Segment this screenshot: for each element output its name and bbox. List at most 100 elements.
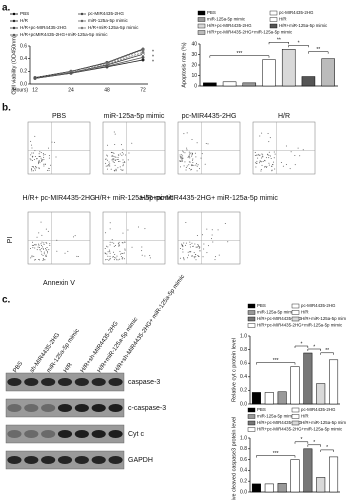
significance-bracket bbox=[294, 345, 309, 348]
event-dot bbox=[192, 161, 194, 163]
event-dot bbox=[117, 160, 119, 162]
blot-band bbox=[91, 404, 106, 412]
event-dot bbox=[43, 244, 45, 246]
event-dot bbox=[227, 241, 229, 243]
event-dot bbox=[290, 151, 292, 153]
event-dot bbox=[38, 159, 40, 161]
bar bbox=[329, 456, 339, 493]
event-dot bbox=[188, 254, 190, 256]
bar bbox=[290, 366, 300, 405]
event-dot bbox=[48, 249, 50, 251]
annotation: * bbox=[300, 341, 302, 347]
event-dot bbox=[34, 155, 36, 157]
event-dot bbox=[46, 247, 48, 249]
event-dot bbox=[108, 161, 110, 163]
event-dot bbox=[38, 232, 40, 234]
lane-label: sh-MIR4435-2HG bbox=[29, 332, 61, 374]
legend-label: H/R+miR-125a-5p mimic bbox=[301, 316, 346, 321]
blot-band bbox=[108, 456, 123, 464]
event-dot bbox=[111, 155, 113, 157]
event-dot bbox=[113, 245, 115, 247]
event-dot bbox=[47, 230, 49, 232]
significance-bracket bbox=[320, 352, 334, 355]
bar bbox=[251, 392, 261, 405]
event-dot bbox=[285, 145, 287, 147]
event-dot bbox=[43, 165, 45, 167]
event-dot bbox=[261, 161, 263, 163]
significance-bracket bbox=[294, 441, 309, 444]
event-dot bbox=[41, 241, 43, 243]
event-dot bbox=[127, 229, 129, 231]
bar bbox=[264, 483, 274, 493]
event-dot bbox=[261, 164, 263, 166]
event-dot bbox=[195, 164, 197, 166]
legend-swatch bbox=[291, 414, 300, 419]
event-dot bbox=[56, 239, 58, 241]
event-dot bbox=[257, 157, 259, 159]
event-dot bbox=[189, 251, 191, 253]
event-dot bbox=[107, 255, 109, 257]
legend-label: pc-MIR4435-2HG bbox=[301, 303, 336, 308]
annotation: * bbox=[152, 55, 154, 61]
significance-bracket bbox=[256, 362, 296, 365]
blot-band bbox=[74, 404, 89, 412]
y-tick-label: 0.4 bbox=[240, 468, 247, 474]
legend-swatch bbox=[247, 407, 256, 413]
event-dot bbox=[179, 257, 181, 259]
event-dot bbox=[39, 155, 41, 157]
event-dot bbox=[37, 246, 39, 248]
event-dot bbox=[113, 259, 115, 261]
event-dot bbox=[46, 251, 48, 253]
y-tick-label: 0.0 bbox=[240, 489, 247, 495]
event-dot bbox=[104, 252, 106, 254]
legend-swatch bbox=[197, 17, 206, 22]
event-dot bbox=[45, 254, 47, 256]
event-dot bbox=[192, 245, 194, 247]
event-dot bbox=[36, 249, 38, 251]
legend-marker bbox=[12, 12, 16, 16]
event-dot bbox=[214, 256, 216, 258]
event-dot bbox=[274, 153, 276, 155]
event-dot bbox=[191, 139, 193, 141]
event-dot bbox=[48, 168, 50, 170]
event-dot bbox=[117, 259, 119, 261]
event-dot bbox=[207, 143, 209, 145]
event-dot bbox=[117, 158, 119, 160]
event-dot bbox=[182, 155, 184, 157]
event-dot bbox=[184, 161, 186, 163]
y-tick-label: 20 bbox=[191, 62, 197, 68]
event-dot bbox=[109, 241, 111, 243]
legend-swatch bbox=[291, 310, 300, 315]
y-axis-label: Relative cyt c protein level bbox=[231, 338, 237, 402]
event-dot bbox=[31, 152, 33, 154]
significance-bracket bbox=[320, 449, 334, 452]
significance-bracket bbox=[307, 348, 321, 351]
event-dot bbox=[31, 169, 33, 171]
event-dot bbox=[259, 160, 261, 162]
event-dot bbox=[282, 165, 284, 167]
event-dot bbox=[109, 257, 111, 259]
point bbox=[141, 55, 145, 59]
y-tick-label: 0.0 bbox=[20, 81, 27, 87]
y-axis-label: Relative cleaved caspase3 protein level bbox=[231, 417, 237, 500]
event-dot bbox=[179, 157, 181, 159]
legend-label: H/R+pc-MIR4435-2HG+miR-125a-5p mimic bbox=[257, 427, 343, 432]
band-label: Cyt c bbox=[128, 431, 144, 438]
event-dot bbox=[267, 132, 269, 134]
event-dot bbox=[195, 254, 197, 256]
event-dot bbox=[191, 164, 193, 166]
event-dot bbox=[124, 249, 126, 251]
event-dot bbox=[294, 164, 296, 166]
event-dot bbox=[191, 256, 193, 258]
blot-band bbox=[41, 378, 56, 386]
event-dot bbox=[197, 164, 199, 166]
event-dot bbox=[38, 153, 40, 155]
event-dot bbox=[107, 144, 109, 146]
event-dot bbox=[124, 248, 126, 250]
event-dot bbox=[31, 255, 33, 257]
event-dot bbox=[268, 141, 270, 143]
legend-label: H/R+pc-MIR4435-2HG bbox=[257, 316, 302, 321]
panel-label: a. bbox=[2, 3, 11, 14]
event-dot bbox=[211, 234, 213, 236]
